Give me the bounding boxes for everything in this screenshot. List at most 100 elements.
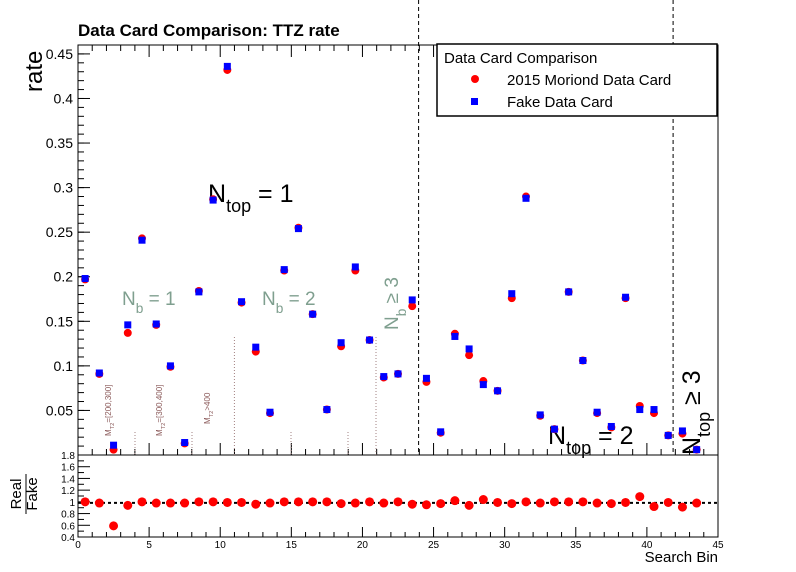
ratio-y-tick-label: 1.2 bbox=[61, 486, 75, 497]
fake-point bbox=[124, 321, 132, 329]
ratio-point bbox=[293, 497, 303, 507]
y-tick-label: 0.15 bbox=[46, 313, 73, 329]
x-tick-label: 30 bbox=[499, 540, 511, 551]
ratio-y-tick-label: 0.4 bbox=[61, 533, 75, 544]
moriond-point bbox=[123, 328, 132, 337]
fake-point bbox=[664, 431, 672, 439]
ratio-point bbox=[478, 495, 488, 505]
legend-label-moriond: 2015 Moriond Data Card bbox=[507, 72, 671, 89]
fake-point bbox=[394, 370, 402, 378]
ratio-point bbox=[436, 499, 446, 509]
ratio-point bbox=[521, 497, 531, 507]
ratio-point bbox=[94, 498, 104, 508]
moriond-point bbox=[408, 302, 417, 311]
fake-point bbox=[408, 296, 416, 304]
ratio-y-tick-label: 0.8 bbox=[61, 510, 75, 521]
ratio-y-tick-label: 0.6 bbox=[61, 521, 75, 532]
nb3-label: Nb ≥ 3 bbox=[382, 277, 409, 330]
ratio-point bbox=[407, 499, 417, 509]
fake-point bbox=[238, 298, 246, 306]
ratio-point bbox=[450, 496, 460, 506]
fake-point bbox=[351, 263, 359, 271]
y-axis-label: rate bbox=[21, 51, 48, 92]
x-axis-label: Search Bin bbox=[645, 549, 718, 566]
fake-point bbox=[166, 362, 174, 370]
legend-label-fake: Fake Data Card bbox=[507, 94, 613, 111]
fake-point bbox=[181, 439, 189, 447]
x-tick-label: 15 bbox=[286, 540, 298, 551]
fake-point bbox=[579, 357, 587, 365]
fake-point bbox=[650, 406, 658, 414]
fake-point bbox=[223, 62, 231, 70]
y-tick-label: 0.35 bbox=[46, 135, 73, 151]
x-tick-label: 25 bbox=[428, 540, 440, 551]
y-tick-label: 0.25 bbox=[46, 224, 73, 240]
fake-point bbox=[422, 374, 430, 382]
fake-point bbox=[508, 290, 516, 298]
ratio-point bbox=[578, 497, 588, 507]
ratio-point bbox=[194, 497, 204, 507]
ratio-point bbox=[180, 498, 190, 508]
fake-point bbox=[437, 428, 445, 436]
ratio-y-tick-label: 1 bbox=[69, 498, 75, 509]
mt2-label-2: MT2=[300,400] bbox=[155, 385, 167, 436]
ratio-point bbox=[365, 497, 375, 507]
ratio-point bbox=[493, 497, 503, 507]
ratio-point bbox=[123, 500, 133, 510]
ratio-ticks: 0.40.60.811.21.41.61.8 0 5 10 15 20 25 30 35 40 45 bbox=[61, 451, 724, 551]
ratio-point bbox=[137, 497, 147, 507]
ratio-y-tick-label: 1.4 bbox=[61, 474, 75, 485]
y-tick-label: 0.45 bbox=[46, 46, 73, 62]
ratio-point bbox=[649, 502, 659, 512]
ratio-point bbox=[621, 497, 631, 507]
ratio-point bbox=[677, 502, 687, 512]
ratio-point bbox=[564, 497, 574, 507]
ratio-point bbox=[322, 497, 332, 507]
fake-point bbox=[565, 288, 573, 296]
y-tick-label: 0.3 bbox=[54, 180, 74, 196]
ratio-point bbox=[109, 521, 119, 531]
nb1-label: Nb = 1 bbox=[122, 289, 176, 316]
ratio-point bbox=[165, 498, 175, 508]
fake-point bbox=[678, 427, 686, 435]
x-tick-label: 40 bbox=[641, 540, 653, 551]
mt2-label-1: MT2=[200,300] bbox=[104, 385, 116, 436]
x-tick-label: 20 bbox=[357, 540, 369, 551]
chart-title: Data Card Comparison: TTZ rate bbox=[78, 21, 340, 40]
main-y-ticks: 0.05 0.1 0.15 0.2 0.25 0.3 0.35 0.4 0.45 bbox=[46, 46, 90, 447]
fake-point bbox=[479, 381, 487, 389]
x-tick-label: 35 bbox=[570, 540, 582, 551]
ratio-point bbox=[663, 497, 673, 507]
y-tick-label: 0.1 bbox=[54, 358, 74, 374]
fake-point bbox=[366, 336, 374, 344]
ratio-point bbox=[308, 497, 318, 507]
fake-point bbox=[451, 332, 459, 340]
fake-point bbox=[494, 387, 502, 395]
fake-point bbox=[95, 369, 103, 377]
fake-point bbox=[465, 345, 473, 353]
fake-point bbox=[522, 194, 530, 202]
legend-title: Data Card Comparison bbox=[444, 50, 597, 67]
fake-point bbox=[266, 408, 274, 416]
ratio-point bbox=[393, 497, 403, 507]
ratio-point bbox=[251, 499, 261, 509]
fake-point bbox=[110, 441, 118, 449]
ratio-point bbox=[336, 499, 346, 509]
ratio-point bbox=[606, 499, 616, 509]
x-tick-label: 45 bbox=[712, 540, 724, 551]
x-tick-label: 5 bbox=[146, 540, 152, 551]
fake-point bbox=[309, 310, 317, 318]
y-tick-label: 0.4 bbox=[54, 90, 74, 106]
ratio-y-tick-label: 1.6 bbox=[61, 463, 75, 474]
ratio-point bbox=[635, 492, 645, 502]
ratio-label-numerator: Real bbox=[8, 479, 25, 510]
fake-point bbox=[138, 236, 146, 244]
ratio-point bbox=[379, 498, 389, 508]
ratio-y-tick-label: 1.8 bbox=[61, 451, 75, 462]
fake-point bbox=[380, 373, 388, 381]
ratio-data-points bbox=[80, 492, 702, 531]
ratio-point bbox=[549, 497, 559, 507]
legend-marker-fake bbox=[471, 98, 478, 105]
